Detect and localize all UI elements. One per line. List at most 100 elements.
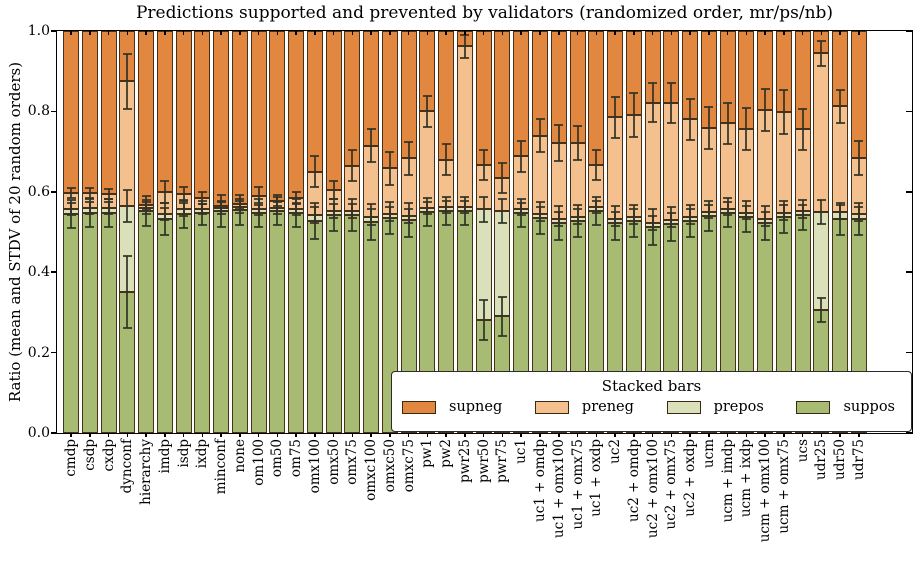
error-bar	[257, 186, 260, 205]
error-bar-cap	[122, 255, 132, 258]
y-tick-mark	[51, 351, 57, 354]
error-bar-cap	[535, 220, 545, 223]
error-bar-cap	[760, 130, 770, 133]
bar-segment-supneg	[138, 31, 155, 205]
error-bar-cap	[798, 108, 808, 111]
error-bar	[276, 202, 279, 214]
x-tick-label: ucm + imdp	[719, 439, 736, 523]
error-bar	[651, 83, 654, 122]
error-bar-cap	[216, 194, 226, 197]
x-tick-mark	[182, 433, 185, 437]
x-tick-mark-top	[858, 31, 860, 35]
error-bar-cap	[573, 222, 583, 225]
x-tick-label: omx100	[306, 439, 323, 494]
error-bar	[801, 109, 804, 150]
x-tick-mark-top	[464, 31, 466, 35]
error-bar	[557, 125, 560, 162]
error-bar-cap	[441, 173, 451, 176]
error-bar-cap	[798, 216, 808, 219]
error-bar	[539, 206, 541, 222]
error-bar-cap	[66, 187, 76, 190]
error-bar-cap	[835, 121, 845, 124]
error-bar-cap	[516, 140, 526, 143]
error-bar-cap	[723, 102, 733, 105]
bar-segment-supneg	[194, 31, 211, 198]
error-bar-cap	[816, 321, 826, 324]
error-bar-cap	[104, 197, 114, 200]
x-tick-label: omx50	[325, 439, 342, 485]
y-tick-mark-right	[906, 110, 912, 113]
error-bar-cap	[122, 188, 132, 191]
error-bar-cap	[779, 199, 789, 202]
x-tick-mark	[482, 433, 485, 437]
error-bar-cap	[235, 198, 245, 201]
y-tick-mark-right	[906, 271, 912, 273]
bar-segment-supneg	[344, 31, 361, 166]
error-bar	[70, 188, 72, 198]
error-bar-cap	[741, 218, 751, 221]
error-bar-cap	[629, 91, 639, 94]
error-bar-cap	[366, 207, 376, 210]
error-bar	[595, 149, 598, 181]
error-bar-cap	[310, 155, 320, 158]
x-tick-mark-top	[651, 31, 654, 35]
bar-segment-supneg	[850, 31, 867, 159]
error-bar-cap	[254, 213, 264, 216]
error-bar-cap	[272, 212, 282, 215]
x-tick-label: uc1 + omx75	[569, 439, 586, 530]
x-tick-label: csdp	[81, 439, 98, 471]
error-bar-cap	[610, 225, 620, 228]
y-tick-label: 0.8	[27, 103, 50, 120]
error-bar-cap	[197, 223, 207, 226]
y-tick-label: 1.0	[27, 23, 50, 39]
error-bar	[351, 203, 354, 219]
x-tick-mark-top	[539, 31, 541, 35]
x-tick-mark	[407, 433, 410, 437]
error-bar-cap	[141, 198, 151, 201]
x-tick-label: omxc50	[381, 439, 398, 493]
error-bar-cap	[666, 226, 676, 229]
x-tick-mark	[314, 433, 316, 437]
error-bar-cap	[404, 202, 414, 205]
legend-label: preneg	[581, 399, 634, 415]
error-bar	[313, 156, 316, 187]
bar-segment-supneg	[400, 31, 417, 159]
chart-title: Predictions supported and prevented by v…	[135, 3, 834, 23]
error-bar-cap	[685, 98, 695, 101]
error-bar-cap	[366, 161, 376, 164]
x-tick-mark-top	[89, 31, 91, 35]
bar-segment-suppos	[194, 212, 211, 433]
error-bar	[726, 202, 729, 216]
error-bar-cap	[741, 149, 751, 152]
error-bar	[857, 206, 860, 222]
x-tick-mark	[558, 433, 560, 437]
error-bar-cap	[535, 118, 545, 121]
error-bar-cap	[385, 205, 395, 208]
error-bar-cap	[216, 226, 226, 229]
x-tick-mark	[820, 433, 823, 437]
error-bar-cap	[310, 185, 320, 188]
error-bar	[726, 103, 729, 144]
y-tick-mark-right	[906, 191, 912, 193]
error-bar-cap	[404, 140, 414, 143]
error-bar-cap	[685, 222, 695, 225]
bar-segment-supneg	[475, 31, 492, 165]
error-bar	[445, 201, 448, 214]
error-bar-cap	[329, 202, 339, 205]
error-bar-cap	[441, 224, 451, 227]
x-tick-mark-top	[426, 31, 429, 35]
error-bar-cap	[591, 212, 601, 215]
error-bar	[463, 201, 466, 214]
bar-segment-suppos	[288, 212, 305, 433]
error-bar	[295, 191, 298, 204]
error-bar	[501, 162, 504, 194]
error-bar	[632, 209, 635, 224]
error-bar	[388, 206, 391, 222]
error-bar-cap	[460, 34, 470, 37]
error-bar-cap	[366, 239, 376, 242]
error-bar-cap	[366, 223, 376, 226]
error-bar-cap	[235, 207, 245, 210]
error-bar-cap	[723, 214, 733, 217]
error-bar-cap	[704, 106, 714, 109]
error-bar-cap	[479, 179, 489, 182]
